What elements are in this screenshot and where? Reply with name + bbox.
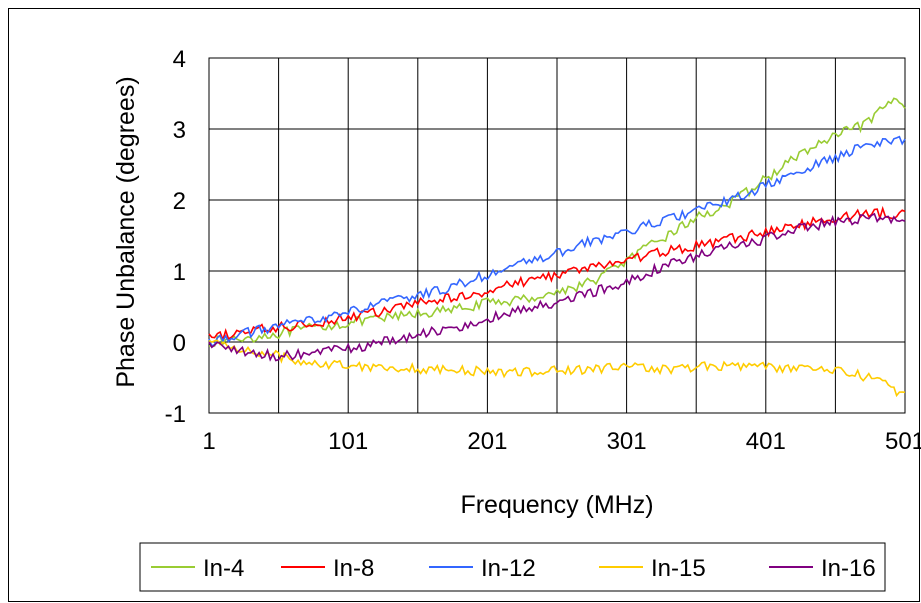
y-axis-title: Phase Unbalance (degrees) bbox=[112, 76, 140, 387]
series-line-in-16 bbox=[208, 212, 906, 362]
y-tick-label: -1 bbox=[165, 401, 186, 428]
legend: In-4 In-8 In-12 In-15 In-16 bbox=[139, 542, 886, 592]
x-tick-label: 501 bbox=[885, 428, 921, 455]
legend-items: In-4 In-8 In-12 In-15 In-16 bbox=[151, 555, 876, 582]
legend-label: In-4 bbox=[203, 555, 244, 582]
legend-box bbox=[139, 542, 886, 592]
legend-label: In-12 bbox=[481, 555, 536, 582]
x-tick-label: 101 bbox=[328, 428, 368, 455]
y-tick-label: 0 bbox=[173, 330, 186, 357]
y-tick-label: 1 bbox=[173, 259, 186, 286]
x-axis-ticks: 1 101 201 301 401 501 bbox=[202, 428, 921, 455]
legend-label: In-8 bbox=[333, 555, 374, 582]
plot-area-border bbox=[208, 57, 906, 414]
y-tick-label: 2 bbox=[173, 188, 186, 215]
legend-label: In-16 bbox=[821, 555, 876, 582]
series-line-in-4 bbox=[208, 97, 906, 347]
y-tick-label: 3 bbox=[173, 117, 186, 144]
series-lines bbox=[208, 97, 906, 398]
chart-frame bbox=[8, 8, 920, 602]
grid bbox=[208, 57, 906, 414]
legend-label: In-15 bbox=[651, 555, 706, 582]
series-line-in-12 bbox=[208, 135, 906, 347]
y-tick-label: 4 bbox=[173, 46, 186, 73]
x-axis-title: Frequency (MHz) bbox=[460, 491, 653, 519]
x-tick-label: 1 bbox=[202, 428, 215, 455]
x-tick-label: 401 bbox=[746, 428, 786, 455]
x-tick-label: 301 bbox=[607, 428, 647, 455]
x-tick-label: 201 bbox=[467, 428, 507, 455]
series-line-in-15 bbox=[208, 339, 906, 398]
y-axis-ticks: -1 0 1 2 3 4 bbox=[165, 46, 186, 428]
